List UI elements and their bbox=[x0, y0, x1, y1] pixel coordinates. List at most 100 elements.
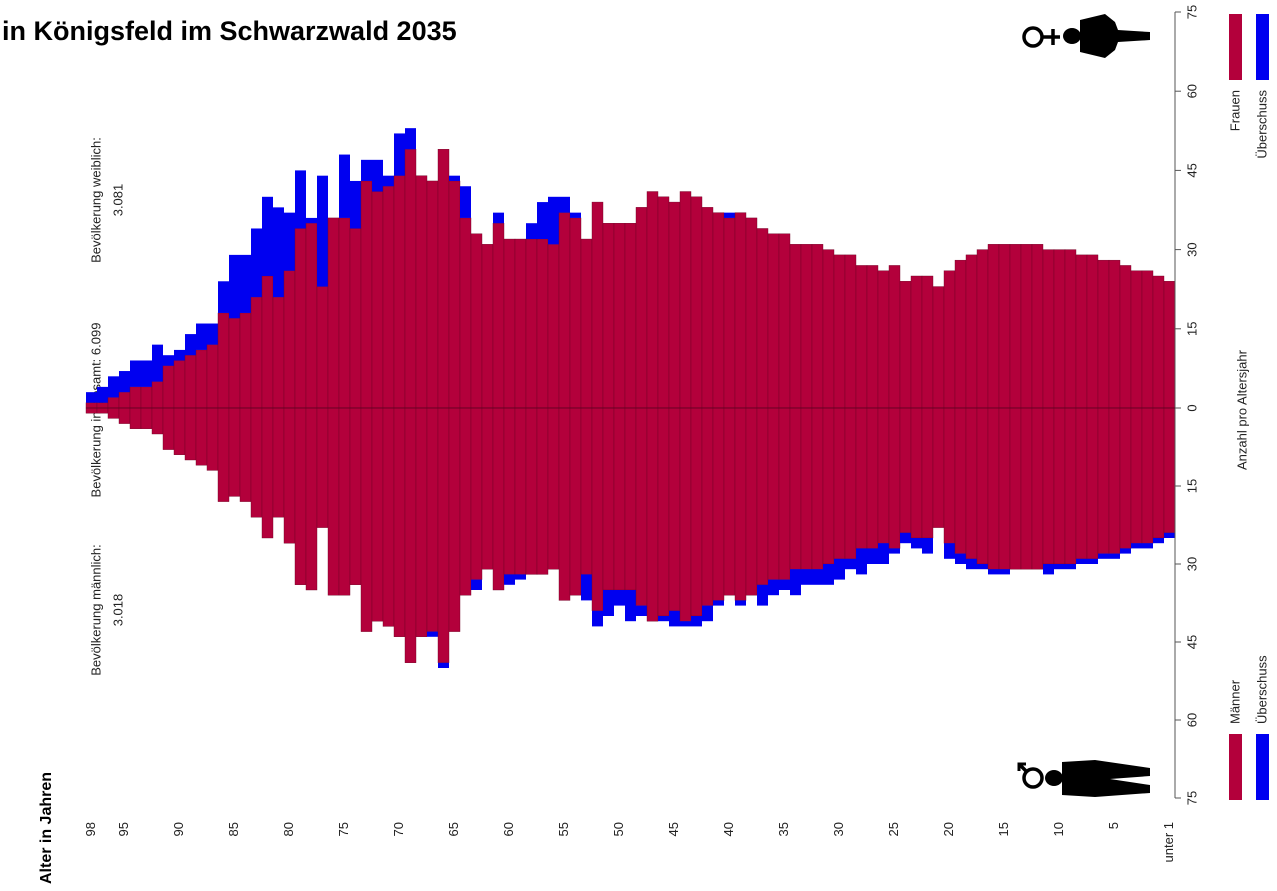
bar-male bbox=[987, 407, 1000, 570]
bar-female-excess bbox=[251, 228, 262, 298]
bar-male bbox=[965, 407, 978, 560]
bar-male bbox=[789, 407, 802, 570]
bar-male-excess bbox=[680, 621, 691, 627]
y-tick-label: 0 bbox=[1184, 404, 1199, 411]
bar-male-excess bbox=[669, 610, 680, 627]
bar-male bbox=[657, 407, 670, 617]
bar-female-excess bbox=[295, 170, 306, 229]
bar-female-excess bbox=[86, 392, 97, 403]
bar-male-excess bbox=[427, 631, 438, 637]
bar-male-excess bbox=[911, 538, 922, 549]
bar-female bbox=[558, 212, 571, 409]
bar-male-excess bbox=[581, 574, 592, 601]
bar-female-excess bbox=[361, 159, 372, 181]
x-tick-label: 35 bbox=[776, 822, 791, 836]
bar-female bbox=[778, 233, 791, 409]
bar-female-excess bbox=[460, 186, 471, 218]
bar-male bbox=[283, 407, 296, 544]
bar-female bbox=[624, 222, 637, 409]
y2-tick-label: 15 bbox=[1184, 479, 1199, 493]
bar-female-excess bbox=[152, 344, 163, 382]
y2-tick-label: 60 bbox=[1184, 713, 1199, 727]
bar-female bbox=[701, 207, 714, 409]
bar-female bbox=[800, 244, 813, 409]
bar-male-excess bbox=[768, 579, 779, 596]
bar-female-excess bbox=[284, 212, 295, 271]
bar-male bbox=[723, 407, 736, 596]
bar-female-excess bbox=[339, 154, 350, 218]
bar-female bbox=[1031, 244, 1044, 409]
bar-female-excess bbox=[405, 128, 416, 150]
bar-female bbox=[756, 228, 769, 409]
bar-female bbox=[1009, 244, 1022, 409]
bar-female bbox=[316, 286, 329, 409]
bar-male bbox=[184, 407, 197, 461]
bar-male bbox=[734, 407, 747, 601]
legend-swatch bbox=[1256, 734, 1269, 800]
bar-male bbox=[921, 407, 934, 539]
x-tick-label: 10 bbox=[1051, 822, 1066, 836]
bar-female-excess bbox=[383, 175, 394, 187]
bar-male-excess bbox=[878, 543, 889, 564]
bar-female bbox=[371, 191, 384, 409]
bar-female bbox=[206, 344, 219, 409]
bar-female bbox=[239, 312, 252, 409]
bar-male bbox=[1119, 407, 1132, 549]
female-icon bbox=[1022, 14, 1150, 58]
bar-male bbox=[96, 407, 109, 414]
bar-female-excess bbox=[196, 323, 207, 350]
bar-female bbox=[1119, 265, 1132, 409]
bar-female bbox=[382, 186, 395, 409]
x-tick-label: 25 bbox=[886, 822, 901, 836]
bar-female bbox=[107, 397, 120, 409]
bar-female bbox=[294, 228, 307, 409]
bar-female bbox=[1075, 254, 1088, 409]
bar-male bbox=[140, 407, 153, 429]
bar-male bbox=[954, 407, 967, 554]
bar-female bbox=[437, 149, 450, 409]
bar-female-excess bbox=[559, 196, 570, 213]
bar-female-excess bbox=[537, 202, 548, 240]
bar-female bbox=[1064, 249, 1077, 409]
bar-male-excess bbox=[658, 616, 669, 622]
bar-male-excess bbox=[1164, 532, 1175, 538]
bar-female bbox=[305, 222, 318, 409]
bar-female-excess bbox=[317, 175, 328, 287]
x-tick-label: 85 bbox=[226, 822, 241, 836]
bar-female-excess bbox=[119, 371, 130, 393]
bar-male bbox=[217, 407, 230, 502]
bar-female bbox=[459, 217, 472, 409]
bar-female bbox=[1152, 275, 1165, 409]
bar-male bbox=[1130, 407, 1143, 544]
bar-female bbox=[1163, 281, 1176, 409]
bar-female bbox=[338, 217, 351, 409]
bar-male-excess bbox=[812, 569, 823, 585]
bar-female-excess bbox=[548, 196, 559, 245]
bar-female bbox=[393, 175, 406, 409]
bar-male bbox=[85, 407, 98, 414]
bar-male bbox=[1042, 407, 1055, 565]
bar-female bbox=[910, 275, 923, 409]
bar-female bbox=[580, 238, 593, 409]
bar-female bbox=[657, 196, 670, 409]
bar-male bbox=[459, 407, 472, 596]
bar-male bbox=[1009, 407, 1022, 570]
bar-male bbox=[679, 407, 692, 622]
x-tick-label: 60 bbox=[501, 822, 516, 836]
bar-female bbox=[1108, 259, 1121, 409]
legend-swatch bbox=[1229, 14, 1242, 80]
bar-female-excess bbox=[97, 386, 108, 403]
bar-female bbox=[723, 217, 736, 409]
bar-female-excess bbox=[350, 180, 361, 229]
bar-male-excess bbox=[988, 569, 999, 575]
bar-male bbox=[1031, 407, 1044, 570]
x-tick-label: 15 bbox=[996, 822, 1011, 836]
bar-female bbox=[591, 201, 604, 409]
bar-male bbox=[437, 407, 450, 664]
bar-male bbox=[767, 407, 780, 580]
bar-female bbox=[811, 244, 824, 409]
bar-male-excess bbox=[1120, 548, 1131, 554]
bar-female bbox=[1130, 270, 1143, 409]
bar-male bbox=[668, 407, 681, 612]
bar-male-excess bbox=[713, 600, 724, 606]
